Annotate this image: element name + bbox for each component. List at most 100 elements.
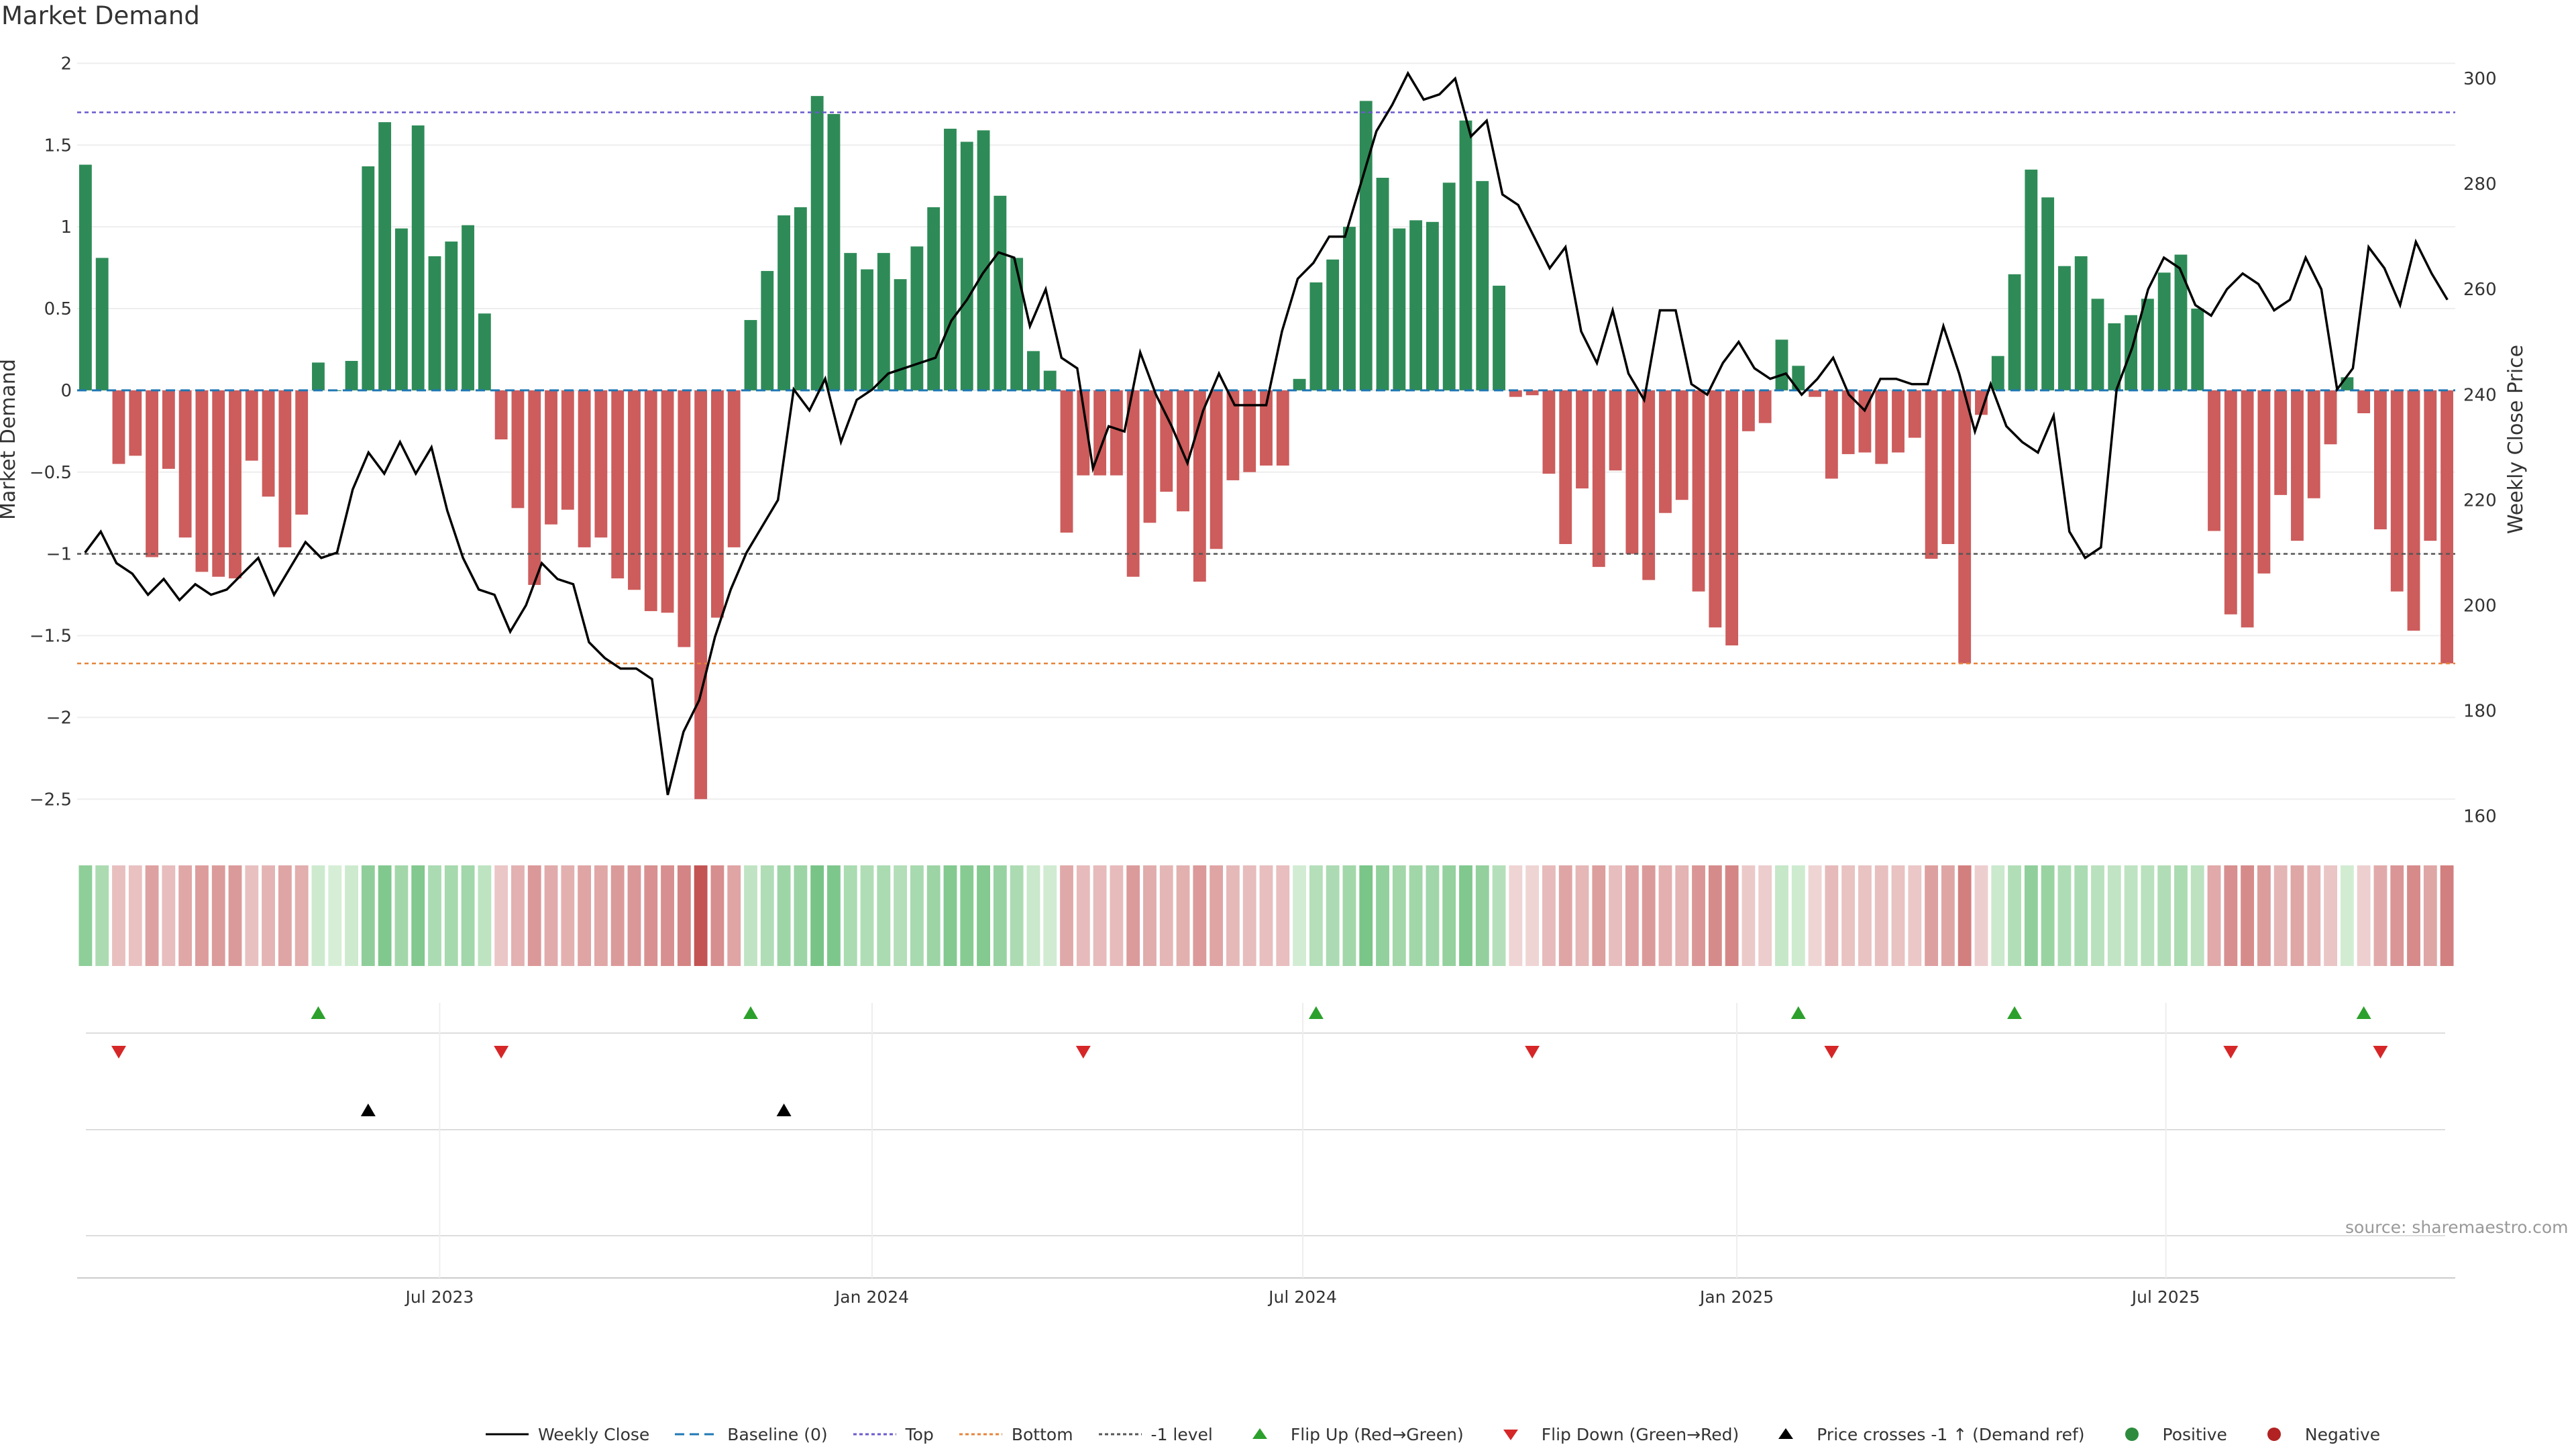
demand-bar <box>78 164 92 390</box>
demand-bar <box>428 256 441 390</box>
heat-strip-cell <box>1841 865 1856 966</box>
demand-bar <box>1542 390 1556 474</box>
legend: Weekly Close Baseline (0) Top Bottom -1 leve… <box>483 1421 2403 1448</box>
legend-label: Negative <box>2304 1424 2381 1444</box>
heat-strip-cell <box>2340 865 2354 966</box>
demand-bar <box>794 207 807 390</box>
demand-bar <box>1309 282 1323 390</box>
heat-strip-cell <box>1758 865 1772 966</box>
demand-bar <box>1958 390 1972 663</box>
y-tick-label: 0.5 <box>44 299 72 319</box>
legend-symbol <box>2267 1428 2281 1441</box>
demand-bar <box>212 390 225 577</box>
flip-up-marker <box>2356 1006 2371 1019</box>
y2-tick-label: 280 <box>2463 174 2497 195</box>
heat-strip-cell <box>1459 865 1472 966</box>
heat-strip-cell <box>960 865 974 966</box>
legend-symbol <box>1503 1430 1518 1440</box>
heat-strip-cell <box>544 865 558 966</box>
demand-bar <box>129 390 142 456</box>
y-axis-title: Market Demand <box>0 359 20 520</box>
heat-strip-cell <box>1858 865 1872 966</box>
legend-symbol-shape <box>1252 1428 1267 1439</box>
demand-bar <box>345 361 358 390</box>
x-tick-label: Jul 2023 <box>405 1287 474 1307</box>
demand-bar <box>661 390 674 613</box>
heat-strip-cell <box>511 865 525 966</box>
heat-strip-cell <box>1592 865 1606 966</box>
flip-up-marker <box>1308 1006 1324 1019</box>
demand-bar <box>1559 390 1572 544</box>
legend-symbol-shape <box>2125 1428 2139 1441</box>
demand-bar <box>1160 390 1173 492</box>
demand-bar <box>1941 390 1955 544</box>
demand-bar <box>2374 390 2387 530</box>
heat-strip-cell <box>1658 865 1672 966</box>
demand-bar <box>1060 390 1073 533</box>
y-tick-label: −0.5 <box>30 463 72 483</box>
heat-strip-cell <box>2423 865 2437 966</box>
demand-bar <box>777 215 791 390</box>
flip-down-marker <box>2223 1046 2239 1059</box>
legend-symbol <box>1252 1428 1267 1439</box>
legend-item: Top <box>851 1424 934 1444</box>
legend-label: Positive <box>2162 1424 2227 1444</box>
demand-bar <box>1093 390 1107 476</box>
heat-strip-cell <box>1193 865 1207 966</box>
heat-strip-cell <box>2373 865 2387 966</box>
demand-bar <box>95 258 109 390</box>
legend-label: Top <box>905 1424 934 1444</box>
heat-strip-cell <box>2257 865 2271 966</box>
demand-bar <box>2174 254 2188 390</box>
demand-bar <box>1043 370 1057 390</box>
flip-up-marker <box>1790 1006 1806 1019</box>
heat-strip-cell <box>2324 865 2337 966</box>
heat-strip-cell <box>95 865 109 966</box>
heat-strip-cell <box>2041 865 2055 966</box>
demand-bar <box>1592 390 1605 568</box>
demand-bar <box>1991 356 2004 390</box>
heat-strip-cell <box>1625 865 1639 966</box>
heat-strip-cell <box>162 865 176 966</box>
legend-symbol-shape <box>1778 1428 1794 1439</box>
heat-strip-cell <box>578 865 592 966</box>
y-tick-label: 0 <box>60 381 72 401</box>
heat-strip-cell <box>1741 865 1756 966</box>
demand-bar <box>1975 390 1988 415</box>
demand-bar <box>1243 390 1256 472</box>
heat-strip-cell <box>444 865 458 966</box>
demand-bar <box>2157 272 2171 390</box>
heat-strip-cell <box>744 865 757 966</box>
heat-strip-cell <box>2357 865 2371 966</box>
demand-bar <box>462 225 474 390</box>
heat-strip-cell <box>1725 865 1739 966</box>
demand-bar <box>711 390 724 618</box>
heat-strip-cell <box>843 865 857 966</box>
heat-strip-cell <box>78 865 93 966</box>
heat-strip-cell <box>2440 865 2454 966</box>
demand-bar <box>1210 390 1223 549</box>
demand-bar <box>827 113 841 390</box>
heat-strip-cell <box>1010 865 1024 966</box>
heat-strip-cell <box>1176 865 1190 966</box>
demand-bar <box>2407 390 2420 631</box>
demand-bar <box>262 390 275 497</box>
demand-bar <box>2025 169 2038 390</box>
heat-strip-cell <box>2190 865 2204 966</box>
demand-bar <box>1792 366 1805 390</box>
heat-strip-cell <box>1957 865 1972 966</box>
demand-bar <box>1126 390 1140 577</box>
heat-strip-cell <box>278 865 292 966</box>
heat-strip-cell <box>1426 865 1440 966</box>
heat-strip-cell <box>1076 865 1090 966</box>
demand-bar <box>545 390 557 525</box>
heat-strip-cell <box>1276 865 1290 966</box>
heat-strip-cell <box>1825 865 1839 966</box>
demand-bar <box>2357 390 2371 413</box>
demand-bar <box>2141 299 2154 390</box>
heat-strip-cell <box>993 865 1007 966</box>
x-tick-label: Jul 2024 <box>1267 1287 1337 1307</box>
demand-bar <box>1775 339 1788 390</box>
demand-bar <box>295 390 309 515</box>
demand-bar <box>2224 390 2237 614</box>
